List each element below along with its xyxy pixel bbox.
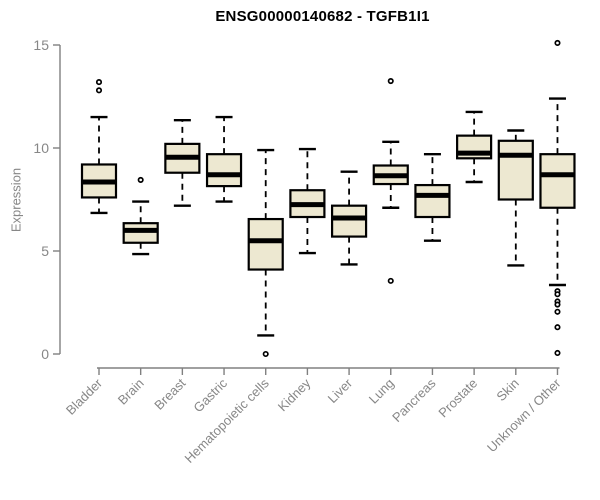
box	[205, 153, 243, 188]
outlier-point	[554, 291, 561, 298]
x-tick-label: Bladder	[63, 375, 106, 418]
y-tick-label: 0	[41, 346, 49, 362]
outlier-point	[554, 349, 561, 357]
outlier-point	[554, 39, 561, 46]
x-tick-label: Liver	[325, 375, 356, 406]
outlier-point	[387, 78, 394, 85]
box	[247, 217, 284, 271]
outlier-point	[262, 350, 269, 358]
x-tick-label: Breast	[151, 375, 188, 412]
outlier-point	[95, 79, 103, 86]
x-tick-label: Kidney	[275, 375, 314, 414]
outlier-point	[137, 176, 144, 183]
x-tick-label: Prostate	[435, 376, 480, 421]
box	[497, 139, 534, 201]
outlier-point	[554, 301, 561, 308]
x-tick-label: Gastric	[190, 375, 230, 415]
x-tick-label: Lung	[366, 376, 397, 407]
outlier-point	[387, 277, 394, 284]
y-axis-label: Expression	[8, 167, 24, 233]
x-tick-label: Skin	[493, 376, 521, 404]
x-tick-label: Pancreas	[389, 375, 439, 425]
y-tick-label: 10	[33, 140, 49, 156]
y-tick-label: 15	[33, 37, 49, 53]
box	[330, 204, 368, 238]
chart-title: ENSG00000140682 - TGFB1I1	[215, 8, 430, 25]
x-tick-label: Brain	[115, 376, 147, 408]
x-tick-label: Unknown / Other	[484, 375, 564, 455]
box	[539, 153, 576, 209]
outlier-point	[95, 87, 103, 94]
y-tick-label: 5	[41, 243, 49, 259]
box	[414, 183, 451, 219]
outlier-point	[554, 324, 561, 331]
box	[122, 222, 159, 244]
outlier-point	[554, 308, 561, 315]
